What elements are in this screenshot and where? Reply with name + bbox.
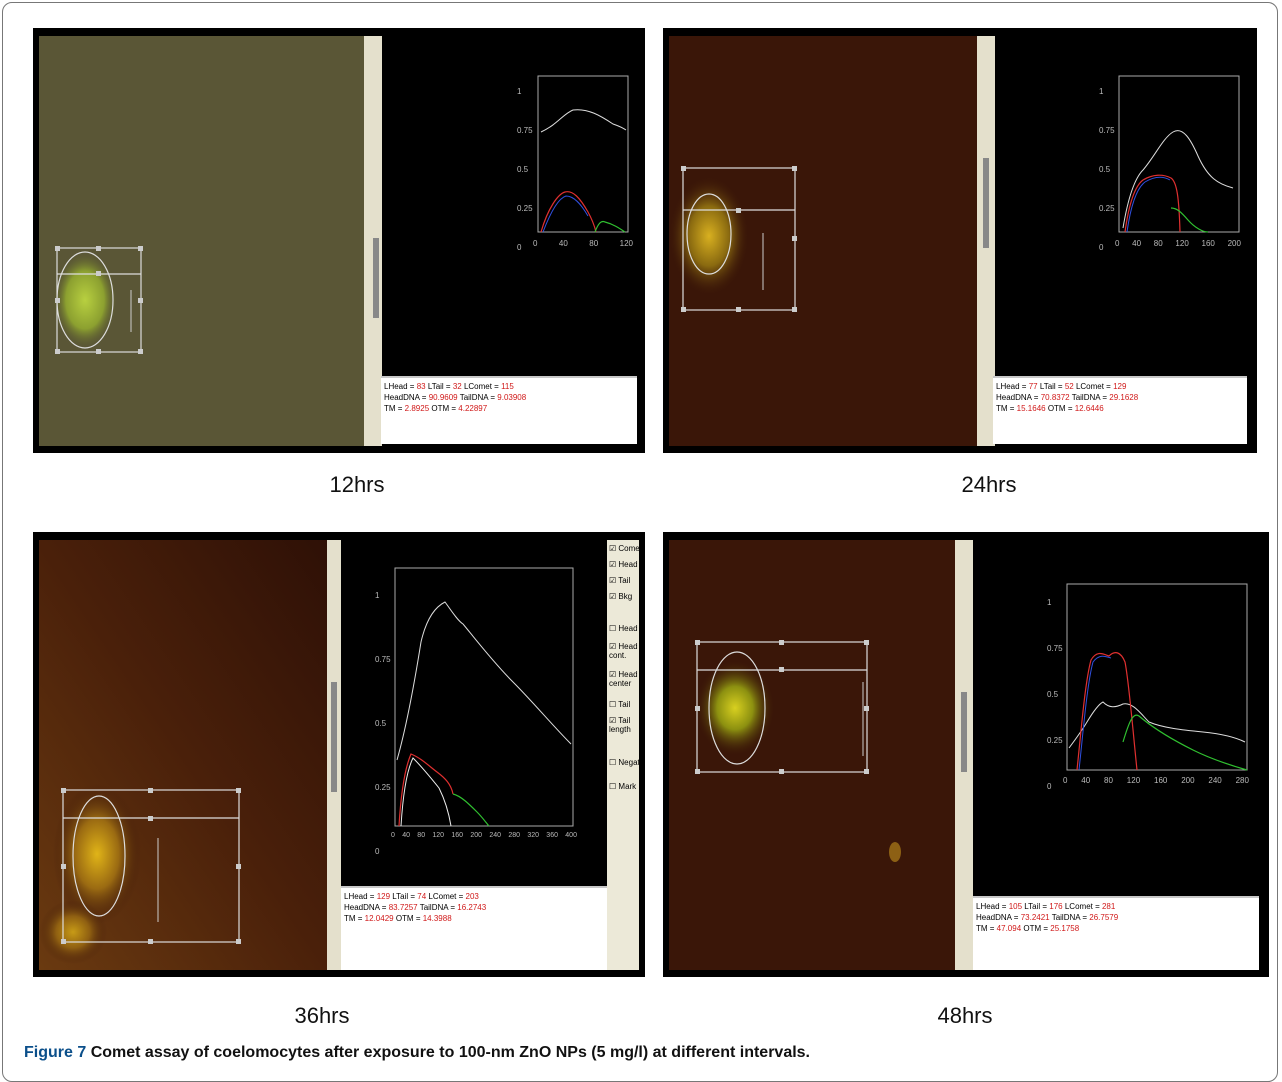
checkbox-bkg[interactable]: ☑ Bkg	[609, 592, 633, 601]
checkbox-tail-outline[interactable]: ☐ Tail	[609, 700, 631, 709]
checkbox-negat[interactable]: ☐ Negat.	[609, 758, 642, 767]
x-tick: 280	[508, 832, 521, 839]
panel-label-36hrs: 36hrs	[294, 1003, 350, 1028]
y-tick: 0.75	[517, 126, 533, 135]
x-tick: 200	[1181, 776, 1195, 785]
y-ticks-36hrs: 1 0.75 0.5 0.25 0	[375, 564, 391, 884]
x-tick: 0	[1115, 239, 1120, 248]
y-tick: 0.5	[517, 165, 529, 174]
y-tick: 0	[1099, 243, 1104, 252]
y-tick: 0.25	[1047, 736, 1063, 745]
x-tick: 240	[489, 832, 502, 839]
x-ticks-48hrs: 0 40 80 120 160 200 240 280	[1063, 776, 1249, 785]
checkbox-head[interactable]: ☑ Head	[609, 560, 638, 569]
panel-label-12hrs: 12hrs	[329, 472, 385, 497]
x-tick: 40	[1081, 776, 1091, 785]
x-tick: 80	[417, 832, 426, 839]
y-ticks-12hrs: 1 0.75 0.5 0.25 0	[517, 72, 533, 267]
x-tick: 240	[1208, 776, 1222, 785]
x-tick: 80	[589, 239, 599, 248]
comet-image-12hrs	[39, 36, 629, 446]
x-tick: 40	[558, 239, 568, 248]
figure-caption: Figure 7 Comet assay of coelomocytes aft…	[24, 1044, 810, 1062]
x-tick: 160	[1201, 239, 1215, 248]
x-tick: 320	[527, 832, 539, 839]
comet-image-36hrs	[39, 540, 574, 970]
y-ticks-24hrs: 1 0.75 0.5 0.25 0	[1099, 72, 1115, 267]
y-tick: 0.25	[1099, 204, 1115, 213]
x-tick: 120	[1175, 239, 1189, 248]
stats-box-24hrs: LHead = 77 LTail = 52 LComet = 129 HeadD…	[993, 376, 1247, 444]
y-tick: 1	[1099, 87, 1104, 96]
y-tick: 0.5	[1099, 165, 1111, 174]
comet-image-24hrs	[669, 36, 1240, 446]
y-tick: 1	[517, 87, 522, 96]
y-tick: 0.25	[375, 783, 391, 792]
y-tick: 1	[1047, 598, 1052, 607]
y-tick: 0.75	[1099, 126, 1115, 135]
x-tick: 40	[402, 832, 410, 839]
x-tick: 200	[470, 832, 483, 839]
x-tick: 0	[533, 239, 538, 248]
x-tick: 360	[546, 832, 558, 839]
x-tick: 200	[1227, 239, 1241, 248]
x-tick: 400	[565, 832, 577, 839]
y-tick: 0.75	[375, 655, 391, 664]
intensity-plot-24hrs	[1118, 75, 1240, 233]
x-tick: 80	[1104, 776, 1113, 785]
x-tick: 120	[1126, 776, 1141, 785]
stats-box-48hrs: LHead = 105 LTail = 176 LComet = 281 Hea…	[973, 896, 1259, 970]
checkbox-head-outline[interactable]: ☐ Head	[609, 624, 638, 633]
y-tick: 0.5	[1047, 690, 1059, 699]
y-tick: 0	[517, 243, 522, 252]
y-tick: 0.5	[375, 719, 387, 728]
checkbox-head-center[interactable]: ☑ Head center	[609, 670, 638, 688]
x-tick: 0	[391, 832, 395, 839]
x-tick: 120	[432, 832, 445, 839]
y-tick: 0.25	[517, 204, 533, 213]
x-ticks-12hrs: 0 40 80 120	[533, 239, 633, 248]
y-tick: 1	[375, 591, 380, 600]
panel-label-24hrs: 24hrs	[961, 472, 1017, 497]
checkbox-head-cont[interactable]: ☑ Head cont.	[609, 642, 638, 660]
intensity-plot-36hrs	[394, 567, 574, 827]
intensity-plot-48hrs	[1066, 583, 1248, 771]
x-tick: 160	[1154, 776, 1168, 785]
x-tick: 80	[1153, 239, 1163, 248]
comet-panel-12hrs: 1 0.75 0.5 0.25 0 0 40 80 120 LHead = 83…	[33, 28, 645, 453]
x-tick: 280	[1235, 776, 1249, 785]
checkbox-comet[interactable]: ☑ Comet	[609, 544, 642, 553]
y-ticks-48hrs: 1 0.75 0.5 0.25 0	[1047, 580, 1063, 810]
display-options-panel: ☑ Comet ☑ Head ☑ Tail ☑ Bkg ☐ Head ☑ Hea…	[607, 540, 642, 970]
x-tick: 160	[451, 832, 464, 839]
comet-panel-24hrs: 1 0.75 0.5 0.25 0 0 40 80 120 160 200 LH…	[663, 28, 1257, 453]
checkbox-mark[interactable]: ☐ Mark	[609, 782, 637, 791]
y-tick: 0	[1047, 782, 1052, 791]
x-tick: 0	[1063, 776, 1068, 785]
x-tick: 40	[1132, 239, 1142, 248]
stats-box-12hrs: LHead = 83 LTail = 32 LComet = 115 HeadD…	[381, 376, 637, 444]
x-tick: 120	[619, 239, 633, 248]
y-tick: 0.75	[1047, 644, 1063, 653]
y-tick: 0	[375, 847, 380, 856]
x-ticks-36hrs: 0 40 80 120 160 200 240 280 320 360 400	[391, 832, 577, 839]
comet-image-48hrs	[669, 540, 1248, 970]
comet-panel-36hrs: 1 0.75 0.5 0.25 0 0 40 80 120 160 200 24…	[33, 532, 645, 977]
checkbox-tail-length[interactable]: ☑ Tail length	[609, 716, 631, 734]
intensity-plot-12hrs	[537, 75, 629, 233]
comet-panel-48hrs: 1 0.75 0.5 0.25 0 0 40 80 120 160 200 24…	[663, 532, 1269, 977]
x-ticks-24hrs: 0 40 80 120 160 200	[1115, 239, 1241, 248]
checkbox-tail[interactable]: ☑ Tail	[609, 576, 631, 585]
figure-label: Figure 7	[24, 1044, 87, 1061]
stats-box-36hrs: LHead = 129 LTail = 74 LComet = 203 Head…	[341, 886, 609, 970]
panel-label-48hrs: 48hrs	[937, 1003, 993, 1028]
caption-text: Comet assay of coelomocytes after exposu…	[90, 1044, 810, 1061]
